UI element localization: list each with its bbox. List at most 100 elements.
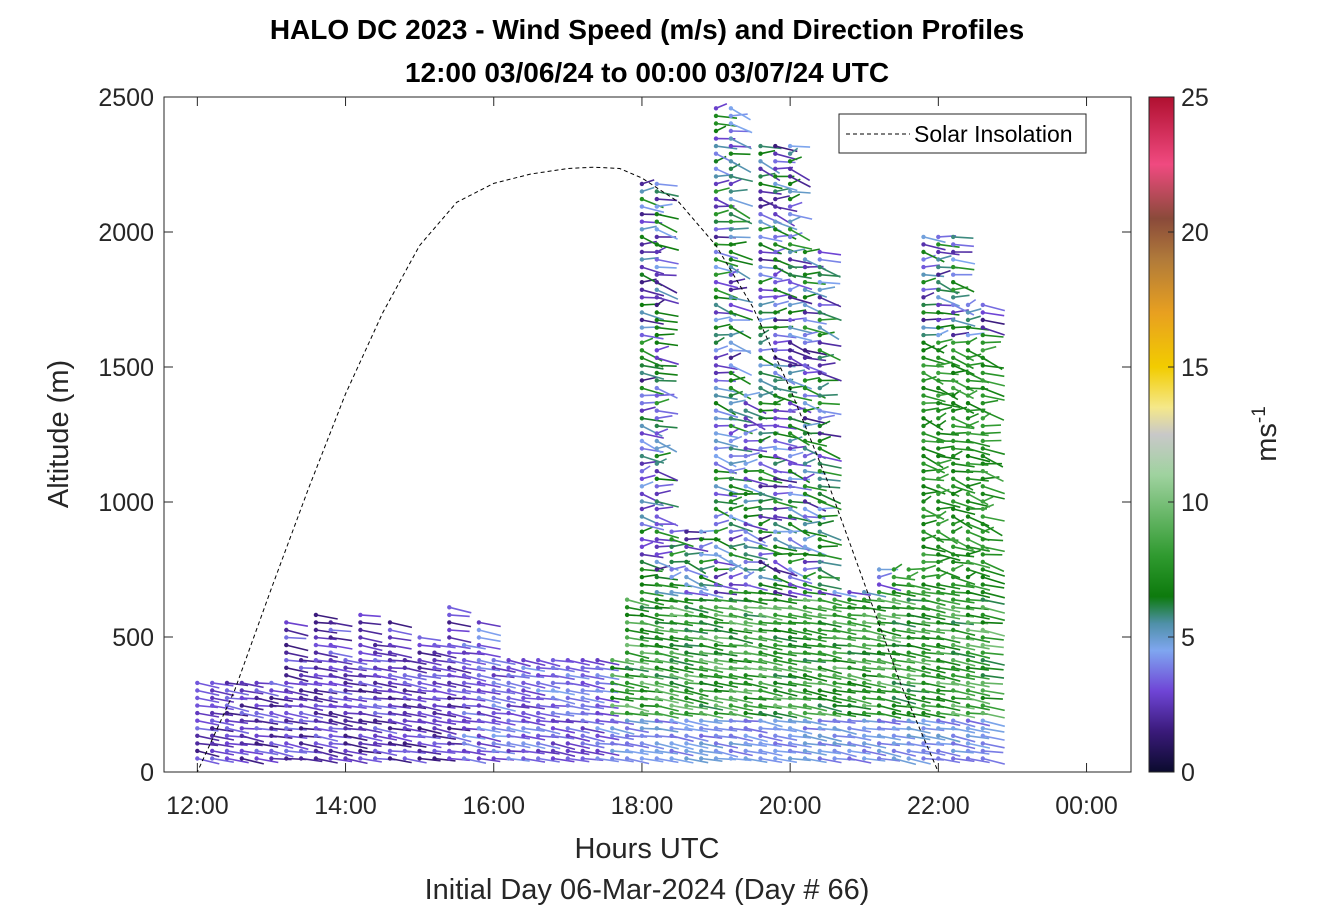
wind-barb-point [788,635,792,639]
wind-barb-point [714,734,718,738]
wind-barb-point [699,658,703,662]
wind-barb-point [655,424,659,428]
wind-barb-point [951,530,955,534]
wind-barb-point [551,673,555,677]
wind-barb-point [832,643,836,647]
wind-barb-point [758,719,762,723]
wind-barb-point [981,681,985,685]
wind-barb-point [788,273,792,277]
wind-barb-point [714,507,718,511]
wind-barb-point [921,462,925,466]
wind-barb-point [788,167,792,171]
wind-barb-point [981,613,985,617]
wind-barb-point [729,303,733,307]
wind-barb-point [936,575,940,579]
wind-barb-point [551,658,555,662]
wind-barb-point [655,363,659,367]
wind-barb-point [462,703,466,707]
wind-barb-point [699,605,703,609]
wind-barb-point [669,734,673,738]
x-tick-label: 12:00 [166,792,229,820]
wind-barb-point [314,741,318,745]
wind-barb-point [595,681,599,685]
wind-barb-point [625,620,629,624]
wind-barb-point [951,242,955,246]
wind-barb-point [773,756,777,760]
wind-barb-point [655,341,659,345]
wind-barb-point [729,356,733,360]
wind-barb-point [566,681,570,685]
wind-barb-point [818,613,822,617]
wind-barb-point [818,673,822,677]
wind-barb-point [447,703,451,707]
wind-barb-point [936,620,940,624]
wind-barb-point [936,356,940,360]
wind-barb-point [729,189,733,193]
wind-barb-point [669,673,673,677]
wind-barb-point [981,537,985,541]
wind-barb-point [803,749,807,753]
wind-barb-point [788,371,792,375]
wind-barb-point [744,613,748,617]
wind-barb-point [254,734,258,738]
wind-barb-point [773,530,777,534]
wind-barb-point [966,681,970,685]
wind-barb-point [714,325,718,329]
wind-barb-point [936,431,940,435]
wind-barb-point [773,484,777,488]
wind-barb [657,365,677,366]
wind-barb-point [329,635,333,639]
wind-barb-point [758,152,762,156]
wind-barb-point [936,643,940,647]
wind-barb-point [595,696,599,700]
wind-barb-point [744,499,748,503]
wind-barb-point [936,688,940,692]
wind-barb-point [773,454,777,458]
wind-barb-point [699,643,703,647]
wind-barb-point [254,741,258,745]
wind-barb-point [788,741,792,745]
wind-barb-point [773,514,777,518]
wind-barb-point [758,552,762,556]
wind-barb-point [981,719,985,723]
wind-barb-point [640,462,644,466]
wind-barb-point [981,386,985,390]
wind-barb-point [610,666,614,670]
wind-barb-point [847,628,851,632]
wind-barb-point [492,658,496,662]
wind-barb-point [655,635,659,639]
wind-barb-point [714,136,718,140]
wind-barb-point [699,666,703,670]
wind-barb-point [744,643,748,647]
wind-barb-point [921,341,925,345]
wind-barb-point [788,514,792,518]
wind-barb-point [195,749,199,753]
wind-barb-point [788,280,792,284]
wind-barb-point [373,711,377,715]
wind-barb-point [447,613,451,617]
wind-barb-point [640,204,644,208]
wind-barb-point [773,416,777,420]
wind-barb-point [625,756,629,760]
wind-barb-point [714,341,718,345]
wind-barb-point [417,635,421,639]
wind-barb-point [699,590,703,594]
wind-barb [820,516,838,517]
wind-barb-point [744,681,748,685]
x-tick-label: 20:00 [759,792,822,820]
wind-barb-point [714,681,718,685]
wind-barb-point [951,681,955,685]
wind-barb-point [773,590,777,594]
wind-barb-point [640,756,644,760]
wind-barb-point [981,635,985,639]
wind-barb-point [981,409,985,413]
wind-barb-point [892,711,896,715]
wind-barb-point [314,734,318,738]
wind-barb-point [329,719,333,723]
wind-barb-point [625,666,629,670]
wind-barb-point [373,681,377,685]
wind-barb-point [343,726,347,730]
wind-barb-point [951,734,955,738]
